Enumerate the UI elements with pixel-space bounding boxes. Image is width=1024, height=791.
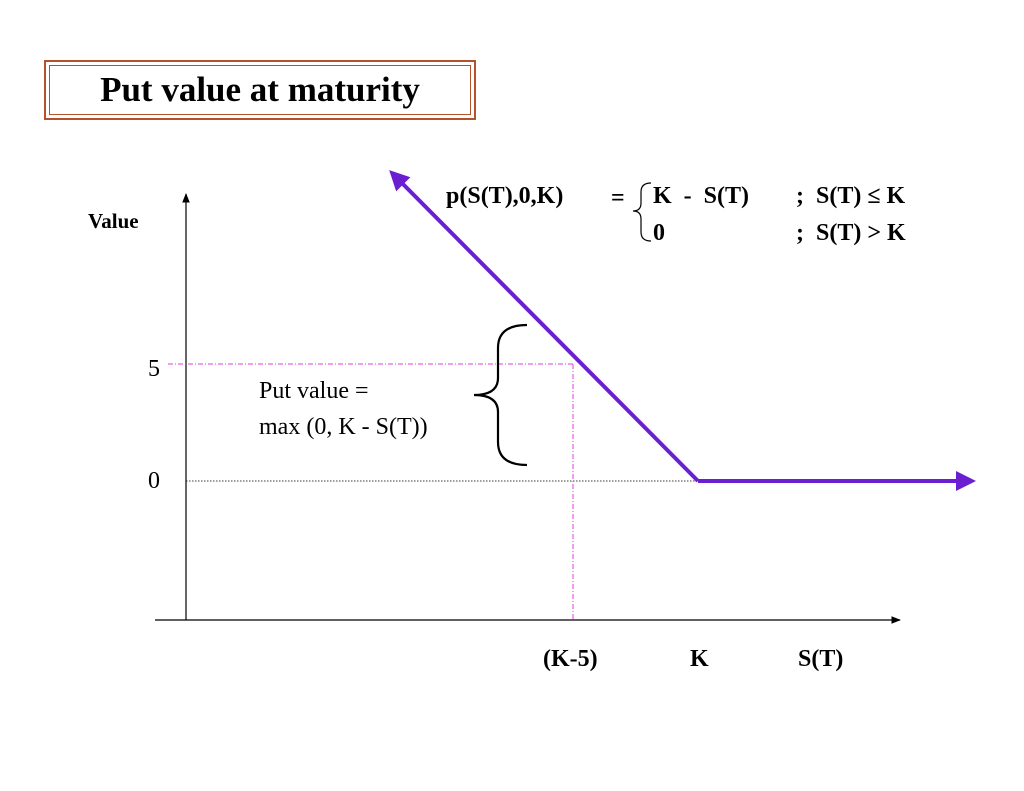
y-axis-label: Value [88, 209, 139, 233]
page-title: Put value at maturity [100, 70, 420, 109]
y-tick-0: 0 [148, 468, 160, 494]
annotation-line-1: Put value = [259, 378, 369, 404]
x-tick-k: K [690, 646, 709, 672]
formula-case2-condition: ; S(T) > K [796, 220, 906, 246]
formula-case2-expr: 0 [653, 220, 665, 246]
payoff-line-sloped [389, 170, 700, 483]
title-box: Put value at maturity [44, 60, 476, 120]
formula-brace [632, 182, 652, 242]
x-tick-k-minus-5: (K-5) [543, 646, 598, 672]
annotation-line-2: max (0, K - S(T)) [259, 414, 428, 440]
formula-lhs: p(S(T),0,K) [446, 183, 563, 209]
formula-equals: = [611, 185, 625, 211]
formula-case1-expr: K - S(T) [653, 183, 749, 209]
y-tick-5: 5 [148, 356, 160, 382]
curly-brace [473, 323, 528, 467]
formula-case1-condition: ; S(T) ≤ K [796, 183, 906, 209]
x-axis-label: S(T) [798, 646, 843, 672]
